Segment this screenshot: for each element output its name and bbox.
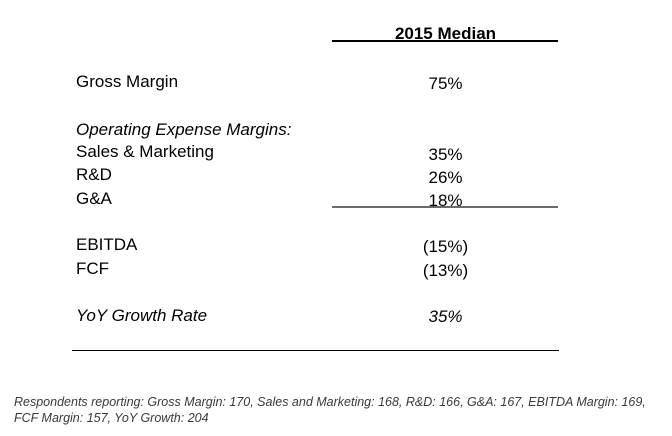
row-label-fcf: FCF xyxy=(76,259,110,278)
header-underline xyxy=(332,40,558,42)
footnote: Respondents reporting: Gross Margin: 170… xyxy=(14,395,646,425)
row-label-ebitda: EBITDA xyxy=(76,235,138,254)
row-value-ebitda: (15%) xyxy=(422,237,469,256)
opex-section-heading: Operating Expense Margins: xyxy=(76,120,292,139)
row-label-sales-marketing: Sales & Marketing xyxy=(76,142,214,161)
subtotal-rule xyxy=(332,206,558,208)
row-value-yoy-growth: 35% xyxy=(428,307,463,326)
column-header: 2015 Median xyxy=(394,24,497,43)
row-value-sales-marketing: 35% xyxy=(428,145,463,164)
row-value-gross-margin: 75% xyxy=(428,74,463,93)
row-value-ga: 18% xyxy=(428,191,463,210)
row-label-gross-margin: Gross Margin xyxy=(76,72,179,91)
table-bottom-rule xyxy=(72,350,559,351)
row-label-ga: G&A xyxy=(76,189,112,208)
row-label-yoy-growth: YoY Growth Rate xyxy=(76,306,208,325)
row-value-rd: 26% xyxy=(428,168,463,187)
row-label-rd: R&D xyxy=(76,165,112,184)
row-value-fcf: (13%) xyxy=(422,261,469,280)
